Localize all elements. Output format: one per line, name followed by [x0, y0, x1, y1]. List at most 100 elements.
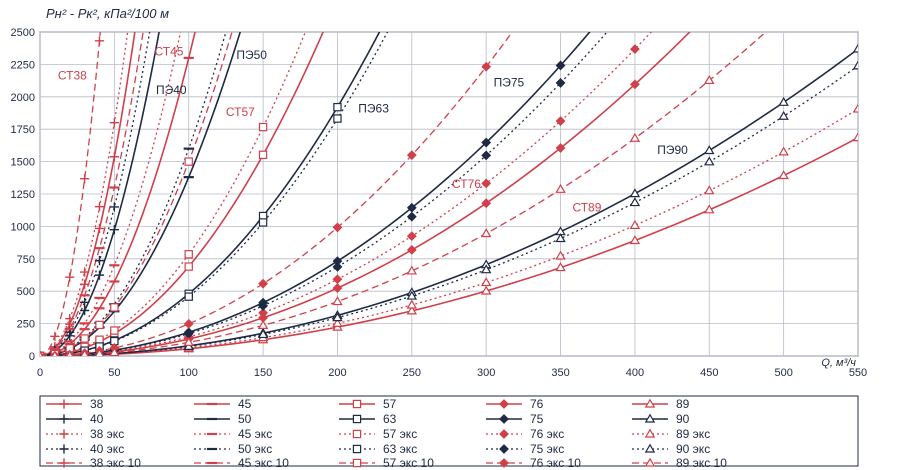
legend-label: 90 экс [676, 442, 710, 456]
x-axis-title: Q, м³/ч [821, 357, 856, 369]
x-tick-label: 300 [477, 367, 495, 379]
annotation-label: ПЭ63 [358, 101, 389, 115]
series-point-75-экс [332, 261, 343, 272]
series-point-57-экс-10 [110, 303, 119, 312]
series-point-89-экс-10 [480, 228, 492, 238]
annotation-label: СТ76 [452, 177, 481, 191]
series-point-89-экс [852, 103, 858, 113]
annotation-label: СТ45 [155, 44, 184, 58]
series-point-76-экс-10 [332, 222, 343, 233]
series-point-89-экс-10 [80, 349, 89, 356]
series-point-76-экс-10 [481, 61, 492, 72]
legend-marker [59, 429, 69, 439]
legend-label: 40 [90, 412, 104, 426]
series-point-90-экс [778, 110, 789, 120]
legend-label: 40 экс [90, 442, 124, 456]
x-tick-label: 550 [849, 367, 867, 379]
markers-group [40, 36, 858, 356]
x-tick-label: 450 [700, 367, 718, 379]
legend-marker [59, 444, 69, 454]
series-point-38-экс [80, 267, 90, 277]
series-point-89-экс-10 [332, 296, 343, 306]
series-point-76-экс [555, 116, 566, 126]
series-point-75-экс [555, 78, 566, 88]
legend-label: 38 [90, 397, 104, 411]
series-point-90 [704, 145, 715, 155]
series-line-89-экс-10 [40, 32, 767, 356]
series-point-76-экс [406, 231, 417, 242]
series-point-90-экс [852, 60, 858, 70]
legend-marker [59, 458, 69, 468]
series-point-57-экс-10 [95, 320, 104, 330]
series-point-40 [94, 270, 105, 280]
series-point-38 [109, 152, 119, 162]
series-point-57-экс [258, 122, 268, 132]
legend-box [39, 395, 859, 467]
legend-label: 76 экс [530, 427, 564, 441]
x-tick-label: 250 [403, 367, 421, 379]
series-line-40 [40, 32, 160, 356]
series-point-38-экс-10 [50, 331, 60, 341]
series-line-50-экс [40, 32, 227, 356]
series-point-89 [778, 170, 789, 180]
series-line-89 [40, 136, 858, 356]
series-point-57 [184, 262, 193, 271]
series-point-89-экс-10 [40, 350, 44, 356]
series-point-89 [406, 305, 418, 315]
series-point-76 [332, 283, 343, 293]
y-tick-label: 250 [17, 319, 35, 331]
y-tick-label: 1000 [11, 221, 35, 233]
series-point-89 [629, 235, 641, 245]
legend-label: 89 [676, 397, 690, 411]
legend-label: 38 экс [90, 427, 124, 441]
series-point-90-экс [555, 233, 566, 243]
series-point-40 [109, 225, 119, 235]
series-point-57-экс [184, 250, 193, 259]
series-point-89 [852, 132, 858, 142]
annotation-label: ПЭ90 [657, 143, 688, 157]
series-point-89 [704, 204, 715, 214]
series-point-90 [629, 188, 641, 198]
y-tick-label: 0 [29, 351, 35, 363]
series-point-40-экс [109, 202, 119, 212]
series-point-40-экс [94, 256, 105, 266]
legend-marker [644, 398, 656, 408]
series-point-38-экс [109, 118, 119, 128]
series-line-38-экс [40, 32, 129, 356]
series-point-90-экс [704, 156, 715, 166]
annotation-label: СТ57 [226, 105, 255, 119]
series-point-76-экс [481, 178, 492, 189]
series-point-38-экс-10 [80, 174, 90, 184]
series-line-89-экс [40, 108, 858, 356]
y-tick-label: 500 [17, 286, 35, 298]
legend-label: 38 экс 10 [90, 456, 141, 470]
legend-label: 57 экс 10 [383, 456, 434, 470]
y-tick-label: 1750 [11, 124, 35, 136]
legend-label: 63 экс [383, 442, 417, 456]
series-point-89-экс-10 [95, 348, 104, 356]
series-point-89 [555, 262, 566, 272]
y-tick-label: 2500 [11, 27, 35, 39]
series-point-89-экс [555, 250, 566, 260]
legend-label: 45 экс [238, 427, 272, 441]
legend-label: 89 экс [676, 427, 710, 441]
series-point-89-экс-10 [555, 183, 566, 193]
x-tick-label: 150 [254, 367, 272, 379]
series-point-89-экс [480, 277, 492, 287]
series-point-76-экс [258, 307, 268, 318]
legend-marker [352, 429, 362, 439]
series-point-89-экс [332, 317, 343, 327]
series-line-57-экс [40, 32, 307, 356]
series-point-90-экс [257, 329, 269, 339]
series-point-89-экс-10 [406, 265, 418, 275]
legend-marker [499, 458, 509, 468]
series-point-89 [480, 285, 492, 295]
x-tick-label: 350 [551, 367, 569, 379]
y-tick-label: 1500 [11, 157, 35, 169]
series-point-89-экс-10 [66, 350, 74, 356]
series-point-89-экс [406, 299, 418, 309]
series-point-38 [94, 223, 105, 234]
series-point-90-экс [406, 290, 418, 300]
y-tick-label: 2000 [11, 92, 35, 104]
